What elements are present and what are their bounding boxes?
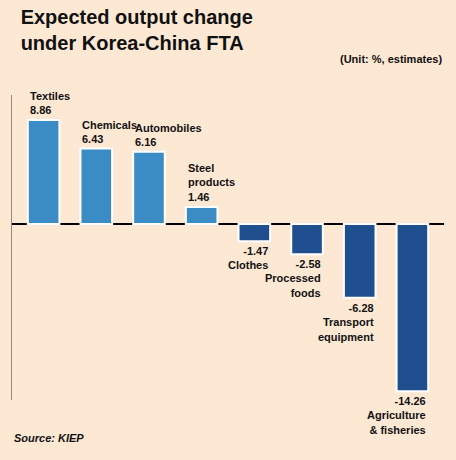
svg-text:Source: KIEP: Source: KIEP bbox=[14, 432, 84, 444]
svg-text:(Unit: %, estimates): (Unit: %, estimates) bbox=[340, 53, 442, 65]
svg-text:-6.28Transportequipment: -6.28Transportequipment bbox=[318, 302, 374, 343]
svg-text:Steelproducts1.46: Steelproducts1.46 bbox=[188, 162, 235, 203]
svg-text:Chemicals6.43: Chemicals6.43 bbox=[82, 119, 137, 145]
svg-text:-1.47Clothes: -1.47Clothes bbox=[228, 245, 268, 271]
svg-text:Expected output changeunder Ko: Expected output changeunder Korea-China … bbox=[21, 6, 253, 54]
svg-text:-14.26Agriculture& fisheries: -14.26Agriculture& fisheries bbox=[367, 395, 426, 436]
svg-text:-2.58Processedfoods: -2.58Processedfoods bbox=[265, 258, 321, 299]
svg-text:Automobiles6.16: Automobiles6.16 bbox=[135, 122, 202, 148]
svg-text:Textiles8.86: Textiles8.86 bbox=[30, 90, 70, 116]
